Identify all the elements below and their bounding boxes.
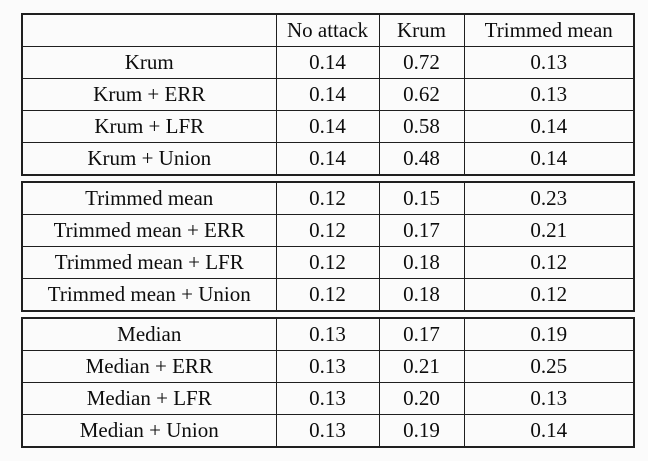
cell-value: 0.18 <box>378 278 465 312</box>
cell-value: 0.48 <box>378 142 465 176</box>
header-row: No attack Krum Trimmed mean <box>21 13 635 47</box>
cell-value: 0.14 <box>463 110 635 143</box>
table-row: Krum + LFR 0.14 0.58 0.14 <box>21 110 635 143</box>
cell-value: 0.13 <box>275 317 380 351</box>
row-label: Median + LFR <box>21 382 277 415</box>
cell-value: 0.12 <box>275 278 380 312</box>
corner-cell <box>21 13 277 47</box>
table-row: Median + ERR 0.13 0.21 0.25 <box>21 350 635 383</box>
cell-value: 0.14 <box>275 78 380 111</box>
row-label: Median + Union <box>21 414 277 448</box>
cell-value: 0.58 <box>378 110 465 143</box>
row-label: Median + ERR <box>21 350 277 383</box>
cell-value: 0.14 <box>463 414 635 448</box>
cell-value: 0.14 <box>275 142 380 176</box>
table-row: Median + LFR 0.13 0.20 0.13 <box>21 382 635 415</box>
row-label: Trimmed mean + ERR <box>21 214 277 247</box>
cell-value: 0.21 <box>378 350 465 383</box>
table-row: Median 0.13 0.17 0.19 <box>21 317 635 351</box>
column-header-trimmed-mean: Trimmed mean <box>463 13 635 47</box>
row-label: Median <box>21 317 277 351</box>
table-row: Trimmed mean + LFR 0.12 0.18 0.12 <box>21 246 635 279</box>
cell-value: 0.13 <box>275 350 380 383</box>
row-label: Krum + ERR <box>21 78 277 111</box>
cell-value: 0.21 <box>463 214 635 247</box>
cell-value: 0.13 <box>275 382 380 415</box>
row-label: Krum + Union <box>21 142 277 176</box>
cell-value: 0.23 <box>463 181 635 215</box>
row-label: Krum + LFR <box>21 110 277 143</box>
table-row: Krum 0.14 0.72 0.13 <box>21 46 635 79</box>
results-table: No attack Krum Trimmed mean Krum 0.14 0.… <box>21 13 635 453</box>
cell-value: 0.19 <box>463 317 635 351</box>
table-row: Median + Union 0.13 0.19 0.14 <box>21 414 635 448</box>
table-row: Krum + Union 0.14 0.48 0.14 <box>21 142 635 176</box>
cell-value: 0.12 <box>275 181 380 215</box>
column-header-no-attack: No attack <box>275 13 380 47</box>
cell-value: 0.20 <box>378 382 465 415</box>
cell-value: 0.13 <box>463 46 635 79</box>
table-row: Krum + ERR 0.14 0.62 0.13 <box>21 78 635 111</box>
cell-value: 0.12 <box>463 246 635 279</box>
cell-value: 0.18 <box>378 246 465 279</box>
row-label: Trimmed mean + Union <box>21 278 277 312</box>
row-label: Krum <box>21 46 277 79</box>
table-section-trimmed-mean: Trimmed mean 0.12 0.15 0.23 Trimmed mean… <box>21 181 635 312</box>
cell-value: 0.15 <box>378 181 465 215</box>
cell-value: 0.62 <box>378 78 465 111</box>
cell-value: 0.14 <box>463 142 635 176</box>
cell-value: 0.12 <box>275 214 380 247</box>
table-row: Trimmed mean 0.12 0.15 0.23 <box>21 181 635 215</box>
table-row: Trimmed mean + ERR 0.12 0.17 0.21 <box>21 214 635 247</box>
table-row: Trimmed mean + Union 0.12 0.18 0.12 <box>21 278 635 312</box>
column-header-krum: Krum <box>378 13 465 47</box>
cell-value: 0.13 <box>275 414 380 448</box>
cell-value: 0.13 <box>463 382 635 415</box>
table-section-median: Median 0.13 0.17 0.19 Median + ERR 0.13 … <box>21 317 635 448</box>
cell-value: 0.17 <box>378 317 465 351</box>
row-label: Trimmed mean <box>21 181 277 215</box>
cell-value: 0.14 <box>275 46 380 79</box>
cell-value: 0.13 <box>463 78 635 111</box>
cell-value: 0.12 <box>275 246 380 279</box>
cell-value: 0.14 <box>275 110 380 143</box>
cell-value: 0.17 <box>378 214 465 247</box>
row-label: Trimmed mean + LFR <box>21 246 277 279</box>
cell-value: 0.19 <box>378 414 465 448</box>
cell-value: 0.72 <box>378 46 465 79</box>
table-section-krum: No attack Krum Trimmed mean Krum 0.14 0.… <box>21 13 635 176</box>
cell-value: 0.12 <box>463 278 635 312</box>
cell-value: 0.25 <box>463 350 635 383</box>
